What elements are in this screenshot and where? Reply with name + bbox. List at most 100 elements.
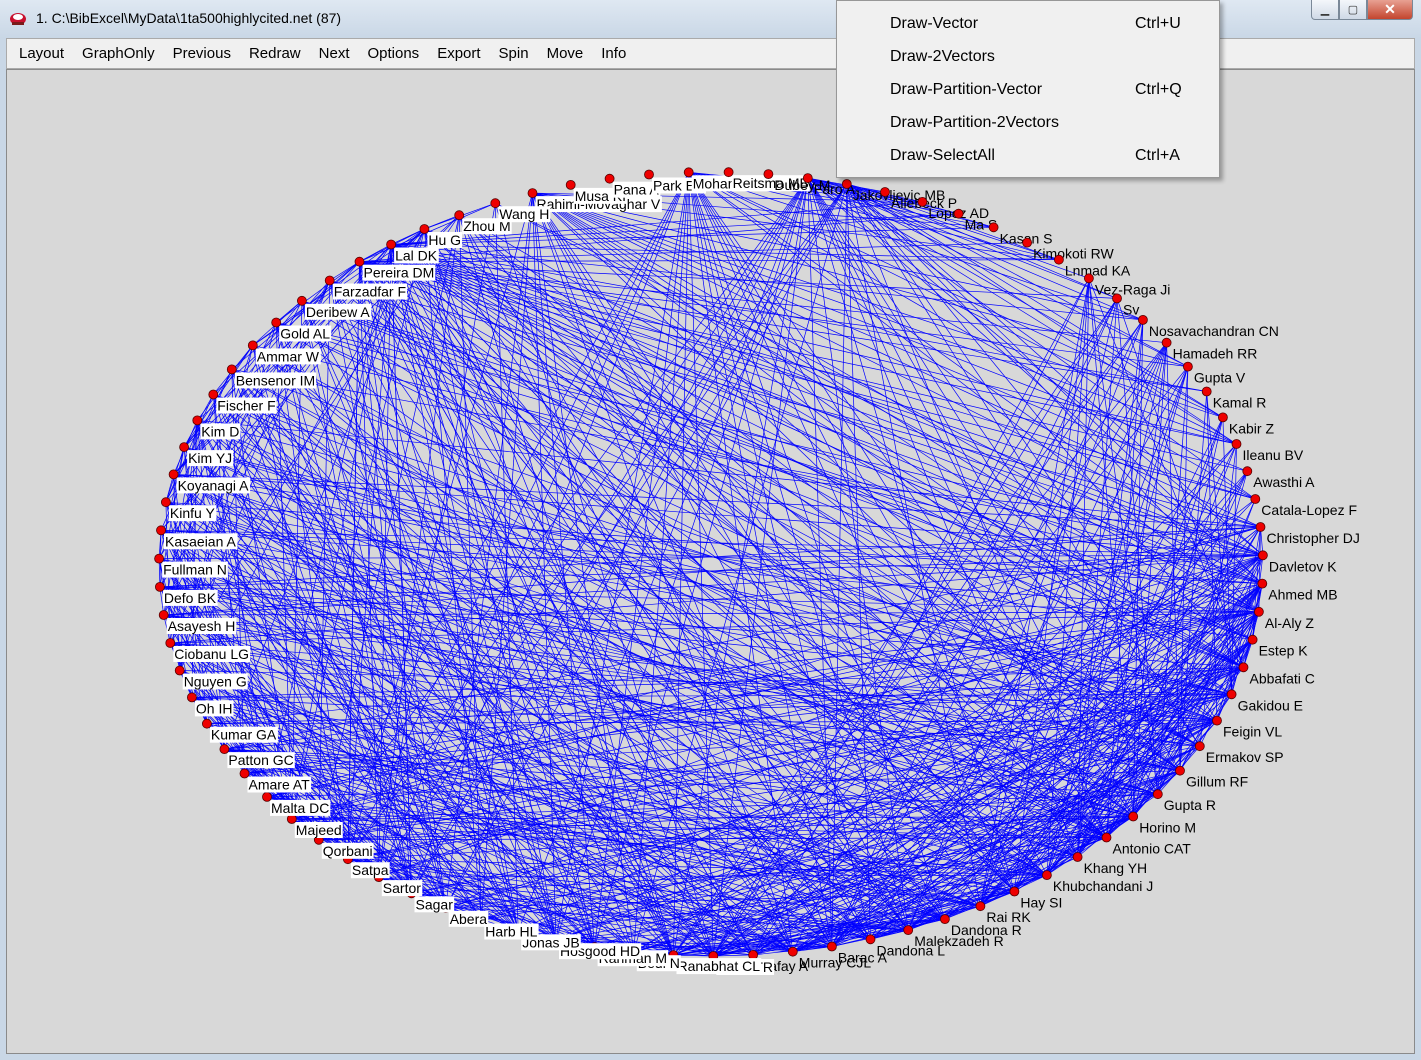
graph-node[interactable] bbox=[168, 469, 179, 480]
graph-node[interactable] bbox=[1152, 789, 1163, 800]
menu-item-draw-partition-2vectors[interactable]: Draw-Partition-2Vectors bbox=[837, 109, 1219, 139]
graph-node[interactable] bbox=[1242, 466, 1253, 477]
graph-node[interactable] bbox=[1022, 237, 1032, 248]
graph-node[interactable] bbox=[1212, 715, 1222, 726]
menu-export[interactable]: Export bbox=[437, 45, 481, 62]
menu-next[interactable]: Next bbox=[318, 45, 350, 62]
graph-node[interactable] bbox=[940, 914, 950, 924]
menu-layout[interactable]: Layout bbox=[19, 45, 65, 62]
graph-node[interactable] bbox=[247, 340, 258, 351]
graph-edge bbox=[688, 172, 1107, 838]
graph-node[interactable] bbox=[827, 941, 837, 952]
graph-node[interactable] bbox=[239, 768, 250, 779]
graph-node[interactable] bbox=[527, 188, 538, 198]
graph-node[interactable] bbox=[226, 364, 237, 375]
menu-item-draw-2vectors[interactable]: Draw-2Vectors bbox=[837, 43, 1219, 73]
graph-node[interactable] bbox=[1250, 494, 1261, 504]
graph-node[interactable] bbox=[903, 925, 914, 935]
graph-node[interactable] bbox=[1009, 886, 1020, 897]
graph-node[interactable] bbox=[723, 167, 734, 178]
graph-node[interactable] bbox=[1231, 439, 1242, 449]
graph-node[interactable] bbox=[1072, 852, 1083, 862]
graph-node[interactable] bbox=[604, 173, 615, 184]
close-button[interactable]: ✕ bbox=[1367, 0, 1413, 20]
graph-node[interactable] bbox=[158, 610, 169, 620]
graph-node[interactable] bbox=[201, 718, 212, 729]
graph-node[interactable] bbox=[1247, 634, 1258, 645]
menu-info[interactable]: Info bbox=[601, 45, 627, 62]
menu-item-draw-selectall[interactable]: Draw-SelectAll Ctrl+A bbox=[837, 142, 1219, 172]
graph-node[interactable] bbox=[1183, 361, 1193, 372]
graph-node[interactable] bbox=[160, 497, 171, 508]
graph-node[interactable] bbox=[1201, 386, 1212, 397]
graph-node[interactable] bbox=[354, 256, 365, 267]
graph-node[interactable] bbox=[841, 179, 852, 189]
graph-edge bbox=[275, 261, 360, 323]
graph-node[interactable] bbox=[208, 389, 219, 400]
node-label: Abbafati C bbox=[1250, 670, 1315, 686]
graph-node[interactable] bbox=[1084, 273, 1094, 284]
graph-node[interactable] bbox=[1238, 662, 1249, 673]
graph-node[interactable] bbox=[154, 582, 165, 592]
graph-node[interactable] bbox=[174, 665, 185, 676]
menu-previous[interactable]: Previous bbox=[172, 45, 231, 62]
minimize-button[interactable]: ▁ bbox=[1311, 0, 1339, 20]
menu-redraw[interactable]: Redraw bbox=[248, 45, 301, 62]
menu-graphonly[interactable]: GraphOnly bbox=[82, 45, 155, 62]
graph-node[interactable] bbox=[988, 222, 999, 233]
graph-node[interactable] bbox=[262, 792, 272, 802]
graph-node[interactable] bbox=[644, 169, 654, 180]
graph-node[interactable] bbox=[1112, 293, 1122, 304]
graph-node[interactable] bbox=[917, 196, 928, 207]
node-label-background bbox=[294, 822, 343, 838]
graph-node[interactable] bbox=[565, 180, 576, 190]
graph-node[interactable] bbox=[154, 553, 165, 564]
graph-node[interactable] bbox=[219, 744, 230, 754]
graph-node[interactable] bbox=[1258, 550, 1268, 561]
graph-node[interactable] bbox=[186, 692, 197, 703]
graph-node[interactable] bbox=[324, 275, 335, 286]
graph-node[interactable] bbox=[1161, 337, 1172, 348]
graph-node[interactable] bbox=[454, 210, 465, 221]
graph-node[interactable] bbox=[1042, 870, 1052, 880]
graph-node[interactable] bbox=[683, 167, 694, 178]
graph-node[interactable] bbox=[156, 525, 166, 536]
graph-node[interactable] bbox=[1101, 832, 1112, 843]
graph-node[interactable] bbox=[165, 638, 176, 648]
graph-node[interactable] bbox=[1218, 412, 1228, 423]
menu-spin[interactable]: Spin bbox=[498, 45, 529, 62]
graph-node[interactable] bbox=[1257, 578, 1268, 589]
graph-node[interactable] bbox=[865, 934, 876, 945]
graph-node[interactable] bbox=[1254, 606, 1264, 617]
menu-move[interactable]: Move bbox=[546, 45, 584, 62]
graph-node[interactable] bbox=[975, 901, 986, 912]
graph-canvas-area[interactable]: Rahimi-Movaghar V Musa KI Pana A Park EK Moh… bbox=[6, 69, 1415, 1054]
graph-node[interactable] bbox=[802, 173, 813, 183]
graph-edge bbox=[458, 214, 1107, 838]
graph-node[interactable] bbox=[1054, 254, 1064, 265]
graph-node[interactable] bbox=[1255, 522, 1266, 532]
menu-item-draw-vector[interactable]: Draw-Vector Ctrl+U bbox=[837, 10, 1219, 40]
graph-node[interactable] bbox=[787, 946, 798, 957]
graph-node[interactable] bbox=[1194, 741, 1205, 752]
graph-node[interactable] bbox=[953, 208, 964, 219]
graph-edge bbox=[424, 228, 674, 956]
graph-node[interactable] bbox=[880, 187, 890, 197]
graph-node[interactable] bbox=[1226, 689, 1237, 700]
graph-node[interactable] bbox=[179, 442, 190, 453]
graph-node[interactable] bbox=[419, 224, 430, 234]
maximize-button[interactable]: ▢ bbox=[1339, 0, 1367, 20]
graph-node[interactable] bbox=[192, 415, 203, 426]
menu-item-draw-partition-vector[interactable]: Draw-Partition-Vector Ctrl+Q bbox=[837, 76, 1219, 106]
graph-node[interactable] bbox=[296, 295, 307, 306]
graph-node[interactable] bbox=[1138, 314, 1148, 325]
graph-node[interactable] bbox=[386, 239, 397, 250]
graph-node[interactable] bbox=[490, 198, 501, 209]
graph-edge bbox=[688, 172, 1263, 584]
menu-options[interactable]: Options bbox=[367, 45, 420, 62]
graph-node[interactable] bbox=[1175, 765, 1185, 776]
graph-node[interactable] bbox=[1128, 811, 1139, 822]
graph-node[interactable] bbox=[763, 169, 774, 179]
graph-node[interactable] bbox=[271, 317, 282, 328]
